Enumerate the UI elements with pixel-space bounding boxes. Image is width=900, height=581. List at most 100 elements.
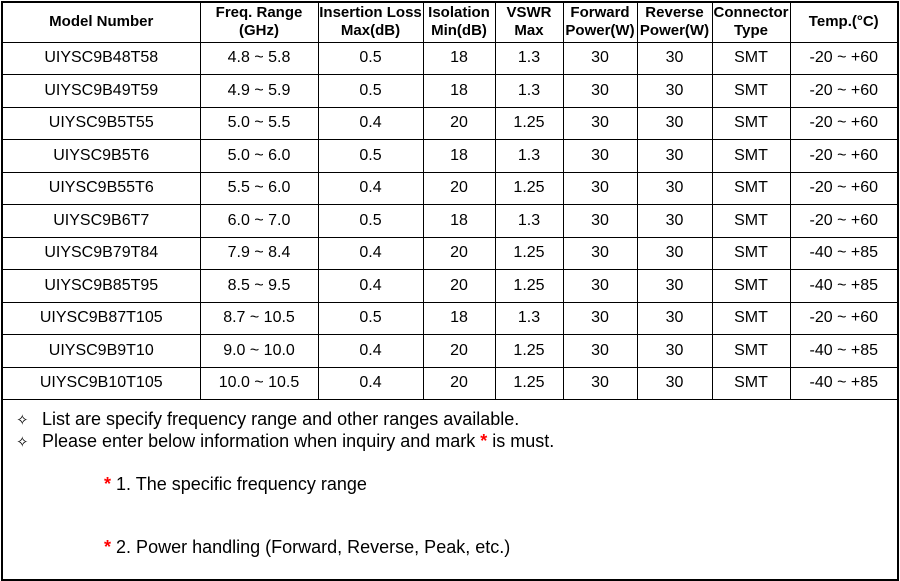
cell-insertion-loss: 0.4 — [317, 236, 424, 270]
spec-table-foot: ✧ List are specify frequency range and o… — [1, 399, 899, 581]
cell-temperature: -20 ~ +60 — [789, 74, 899, 108]
table-row: UIYSC9B79T84 7.9 ~ 8.4 0.4 20 1.25 30 30 SMT -40… — [1, 236, 899, 270]
cell-temperature: -20 ~ +60 — [789, 204, 899, 238]
cell-isolation: 20 — [422, 334, 496, 368]
cell-freq-range: 5.0 ~ 5.5 — [199, 106, 319, 140]
cell-connector-type: SMT — [711, 41, 791, 75]
table-row: UIYSC9B49T59 4.9 ~ 5.9 0.5 18 1.3 30 30 SMT -20 … — [1, 74, 899, 108]
note-text: List are specify frequency range and oth… — [42, 409, 520, 429]
column-header-insertion-loss: Insertion Loss Max(dB) — [317, 1, 424, 43]
cell-reverse-power: 30 — [636, 74, 713, 108]
cell-insertion-loss: 0.4 — [317, 366, 424, 400]
cell-isolation: 18 — [422, 74, 496, 108]
note-text: 2. Power handling (Forward, Reverse, Pea… — [116, 537, 511, 557]
cell-model-number: UIYSC9B55T6 — [1, 171, 201, 205]
cell-connector-type: SMT — [711, 334, 791, 368]
cell-temperature: -40 ~ +85 — [789, 269, 899, 303]
cell-connector-type: SMT — [711, 74, 791, 108]
cell-model-number: UIYSC9B5T55 — [1, 106, 201, 140]
cell-vswr: 1.25 — [494, 269, 564, 303]
spec-table-head: Model Number Freq. Range (GHz) Insertion Lo… — [1, 1, 899, 43]
cell-forward-power: 30 — [562, 106, 638, 140]
cell-temperature: -20 ~ +60 — [789, 301, 899, 335]
cell-forward-power: 30 — [562, 269, 638, 303]
table-row: UIYSC9B10T105 10.0 ~ 10.5 0.4 20 1.25 30 30 SMT… — [1, 366, 899, 400]
cell-model-number: UIYSC9B48T58 — [1, 41, 201, 75]
cell-vswr: 1.3 — [494, 301, 564, 335]
cell-model-number: UIYSC9B5T6 — [1, 139, 201, 173]
cell-forward-power: 30 — [562, 139, 638, 173]
cell-reverse-power: 30 — [636, 269, 713, 303]
note-text: Please enter below information when inqu… — [42, 431, 554, 452]
cell-reverse-power: 30 — [636, 171, 713, 205]
cell-connector-type: SMT — [711, 366, 791, 400]
diamond-bullet-icon: ✧ — [16, 412, 29, 429]
cell-vswr: 1.3 — [494, 41, 564, 75]
cell-freq-range: 5.5 ~ 6.0 — [199, 171, 319, 205]
cell-temperature: -40 ~ +85 — [789, 334, 899, 368]
column-header-model-number: Model Number — [1, 1, 201, 43]
cell-freq-range: 9.0 ~ 10.0 — [199, 334, 319, 368]
cell-connector-type: SMT — [711, 269, 791, 303]
cell-temperature: -20 ~ +60 — [789, 106, 899, 140]
spec-table-body: UIYSC9B48T58 4.8 ~ 5.8 0.5 18 1.3 30 30 SMT -20 … — [1, 41, 899, 400]
cell-model-number: UIYSC9B85T95 — [1, 269, 201, 303]
note-text: 1. The specific frequency range — [116, 474, 367, 494]
cell-insertion-loss: 0.5 — [317, 41, 424, 75]
cell-insertion-loss: 0.4 — [317, 334, 424, 368]
diamond-bullet-icon: ✧ — [16, 434, 29, 451]
cell-vswr: 1.25 — [494, 334, 564, 368]
cell-vswr: 1.25 — [494, 106, 564, 140]
note-text-part: is must. — [492, 431, 555, 451]
cell-insertion-loss: 0.5 — [317, 301, 424, 335]
required-asterisk-icon: * — [104, 474, 112, 494]
table-row: UIYSC9B48T58 4.8 ~ 5.8 0.5 18 1.3 30 30 SMT -20 … — [1, 41, 899, 75]
cell-vswr: 1.3 — [494, 139, 564, 173]
cell-freq-range: 5.0 ~ 6.0 — [199, 139, 319, 173]
cell-isolation: 20 — [422, 106, 496, 140]
cell-vswr: 1.25 — [494, 236, 564, 270]
cell-reverse-power: 30 — [636, 106, 713, 140]
cell-temperature: -20 ~ +60 — [789, 139, 899, 173]
cell-forward-power: 30 — [562, 301, 638, 335]
cell-isolation: 18 — [422, 301, 496, 335]
cell-reverse-power: 30 — [636, 366, 713, 400]
cell-freq-range: 10.0 ~ 10.5 — [199, 366, 319, 400]
cell-model-number: UIYSC9B49T59 — [1, 74, 201, 108]
cell-insertion-loss: 0.5 — [317, 74, 424, 108]
cell-freq-range: 7.9 ~ 8.4 — [199, 236, 319, 270]
cell-reverse-power: 30 — [636, 334, 713, 368]
cell-freq-range: 8.5 ~ 9.5 — [199, 269, 319, 303]
cell-isolation: 18 — [422, 139, 496, 173]
cell-connector-type: SMT — [711, 204, 791, 238]
column-header-vswr: VSWR Max — [494, 1, 564, 43]
column-header-forward-power: Forward Power(W) — [562, 1, 638, 43]
cell-connector-type: SMT — [711, 301, 791, 335]
cell-forward-power: 30 — [562, 41, 638, 75]
cell-insertion-loss: 0.4 — [317, 171, 424, 205]
cell-temperature: -20 ~ +60 — [789, 171, 899, 205]
table-row: UIYSC9B55T6 5.5 ~ 6.0 0.4 20 1.25 30 30 SMT -20 … — [1, 171, 899, 205]
table-row: UIYSC9B85T95 8.5 ~ 9.5 0.4 20 1.25 30 30 SMT -40… — [1, 269, 899, 303]
notes-cell: ✧ List are specify frequency range and o… — [1, 399, 899, 581]
table-row: UIYSC9B5T6 5.0 ~ 6.0 0.5 18 1.3 30 30 SMT -20 ~ … — [1, 139, 899, 173]
cell-isolation: 20 — [422, 366, 496, 400]
cell-freq-range: 8.7 ~ 10.5 — [199, 301, 319, 335]
cell-model-number: UIYSC9B10T105 — [1, 366, 201, 400]
note-line-ranges: ✧ List are specify frequency range and o… — [3, 409, 897, 431]
cell-vswr: 1.25 — [494, 366, 564, 400]
cell-isolation: 18 — [422, 41, 496, 75]
cell-forward-power: 30 — [562, 171, 638, 205]
cell-connector-type: SMT — [711, 171, 791, 205]
note-line-inquiry: ✧ Please enter below information when in… — [3, 431, 897, 453]
note-line-power-item: * 2. Power handling (Forward, Reverse, P… — [3, 516, 897, 579]
column-header-isolation: Isolation Min(dB) — [422, 1, 496, 43]
cell-model-number: UIYSC9B87T105 — [1, 301, 201, 335]
column-header-temperature: Temp.(°C) — [789, 1, 899, 43]
cell-freq-range: 4.9 ~ 5.9 — [199, 74, 319, 108]
cell-model-number: UIYSC9B79T84 — [1, 236, 201, 270]
cell-temperature: -40 ~ +85 — [789, 366, 899, 400]
required-asterisk-icon: * — [104, 537, 112, 557]
